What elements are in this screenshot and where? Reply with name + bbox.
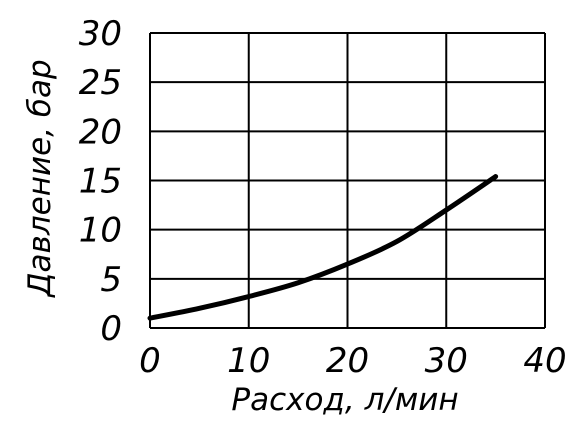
x-tick-label: 0 (139, 341, 161, 381)
y-tick-labels: 0 5 10 15 20 25 30 (79, 14, 122, 349)
series-layer (147, 174, 499, 321)
y-tick-label: 20 (79, 112, 122, 152)
x-tick-label: 20 (326, 341, 369, 381)
x-tick-label: 40 (523, 341, 566, 381)
y-tick-label: 5 (100, 260, 122, 300)
grid (149, 32, 546, 329)
y-tick-label: 25 (79, 63, 122, 103)
y-tick-label: 15 (79, 162, 122, 202)
series-line-0 (147, 174, 499, 321)
y-tick-label: 10 (79, 211, 122, 251)
x-tick-label: 30 (425, 341, 468, 381)
x-tick-label: 10 (227, 341, 270, 381)
y-tick-label: 0 (100, 309, 122, 349)
y-axis-label: Давление, бар (22, 59, 58, 298)
x-tick-labels: 0 10 20 30 40 (139, 341, 566, 381)
y-tick-label: 30 (79, 14, 122, 54)
x-axis-label: Расход, л/мин (231, 382, 458, 418)
